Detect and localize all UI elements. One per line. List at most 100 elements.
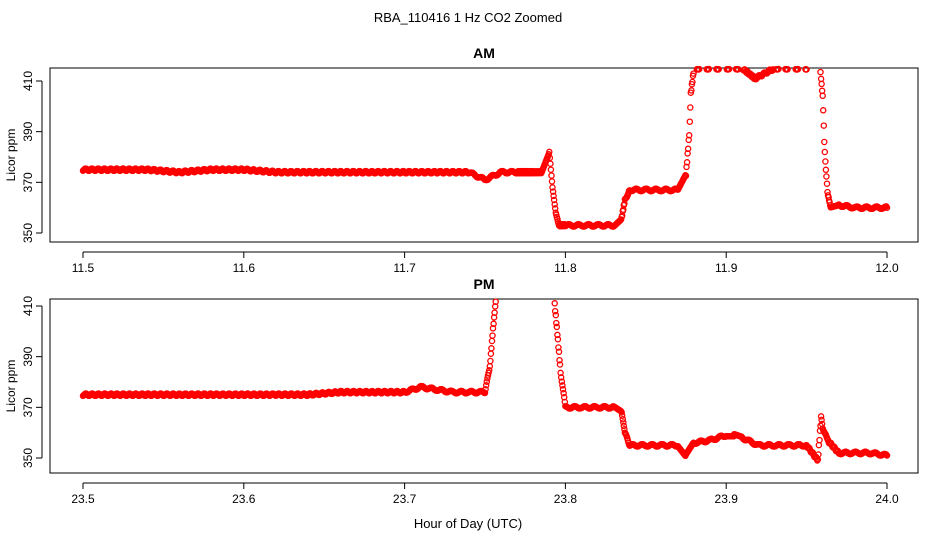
plot-frame [49, 67, 919, 243]
data-point [620, 422, 628, 430]
y-axis-label: Licor ppm [4, 360, 18, 413]
data-point [684, 145, 692, 153]
y-tick-label: 350 [21, 223, 35, 243]
y-axis-label: Licor ppm [4, 129, 18, 182]
data-point [490, 320, 497, 328]
data-point [815, 451, 822, 458]
x-tick-label: 23.5 [71, 492, 95, 506]
data-point [488, 345, 495, 352]
data-point [817, 413, 825, 420]
data-points [79, 65, 891, 230]
data-point [687, 104, 694, 111]
y-tick-label: 370 [21, 172, 35, 192]
data-point [489, 332, 496, 339]
x-axis-label: Hour of Day (UTC) [414, 516, 522, 531]
data-point [817, 68, 824, 76]
data-point [690, 70, 697, 77]
x-tick-label: 23.7 [393, 492, 417, 506]
data-point [816, 436, 823, 444]
data-point [784, 66, 791, 73]
data-point [695, 65, 703, 73]
data-point [819, 107, 827, 114]
data-point [683, 159, 691, 166]
data-point [554, 331, 561, 339]
data-point [548, 178, 556, 185]
data-point [551, 300, 558, 307]
data-point [560, 389, 567, 397]
data-point [618, 409, 625, 416]
data-point [558, 378, 566, 385]
y-tick-label: 410 [21, 296, 35, 316]
plot-frame [49, 298, 919, 474]
data-point [485, 367, 493, 374]
data-point [548, 172, 555, 179]
data-point [686, 118, 694, 125]
data-point [559, 382, 566, 389]
x-tick-label: 11.6 [233, 261, 256, 275]
data-point [559, 385, 567, 393]
data-point [550, 196, 558, 204]
x-tick-label: 11.5 [72, 261, 95, 275]
data-point [556, 356, 563, 364]
data-point [557, 374, 565, 381]
x-tick-label: 11.7 [393, 261, 416, 275]
data-point [618, 412, 626, 419]
data-point [715, 65, 722, 73]
y-tick-label: 410 [21, 71, 35, 91]
data-point [555, 344, 562, 351]
data-point [685, 132, 693, 139]
data-point [481, 389, 489, 397]
data-point [553, 323, 561, 331]
x-tick-label: 11.8 [554, 261, 577, 275]
data-point [820, 122, 828, 129]
data-point [550, 192, 557, 200]
data-point [705, 65, 713, 73]
data-point [547, 166, 555, 173]
data-point [554, 335, 562, 343]
y-tick-label: 390 [21, 121, 35, 141]
data-point [819, 92, 826, 100]
data-point [688, 87, 695, 94]
data-point [551, 205, 559, 212]
data-point [794, 65, 802, 73]
data-point [620, 419, 627, 426]
y-tick-label: 370 [21, 397, 35, 417]
figure-title: RBA_110416 1 Hz CO2 Zoomed [374, 10, 562, 25]
data-point [682, 172, 690, 180]
data-point [775, 65, 782, 73]
data-point [491, 309, 498, 316]
data-point [821, 148, 829, 156]
data-point [823, 180, 831, 187]
panel-title: PM [474, 276, 495, 292]
am-panel: AM Licor ppm 11.5 11.6 11.7 11.8 11.9 12.0 350 37… [4, 45, 919, 275]
x-tick-label: 11.9 [715, 261, 738, 275]
data-point [883, 204, 891, 211]
data-point [487, 357, 494, 365]
data-point [821, 138, 828, 146]
data-point [551, 307, 559, 315]
data-point [553, 319, 560, 327]
panel-title: AM [473, 45, 495, 61]
data-point [547, 160, 554, 167]
x-tick-label: 23.6 [232, 492, 256, 506]
data-point [818, 416, 825, 424]
y-tick-label: 390 [21, 346, 35, 366]
data-point [822, 166, 830, 174]
data-point [883, 452, 891, 459]
x-tick-label: 12.0 [875, 261, 899, 275]
pm-panel: PM Licor ppm 23.5 23.6 23.7 23.8 23.9 24.0 350 37… [4, 276, 919, 506]
data-points [79, 298, 891, 464]
data-point [549, 188, 557, 195]
data-point [803, 66, 810, 73]
data-point [492, 298, 499, 305]
data-point [556, 361, 564, 368]
data-point [483, 378, 491, 385]
data-point [689, 78, 696, 86]
data-point [546, 148, 553, 156]
data-point [482, 382, 490, 389]
data-point [818, 80, 825, 88]
y-tick-label: 350 [21, 448, 35, 468]
x-tick-label: 23.8 [554, 492, 578, 506]
x-tick-label: 24.0 [875, 492, 899, 506]
